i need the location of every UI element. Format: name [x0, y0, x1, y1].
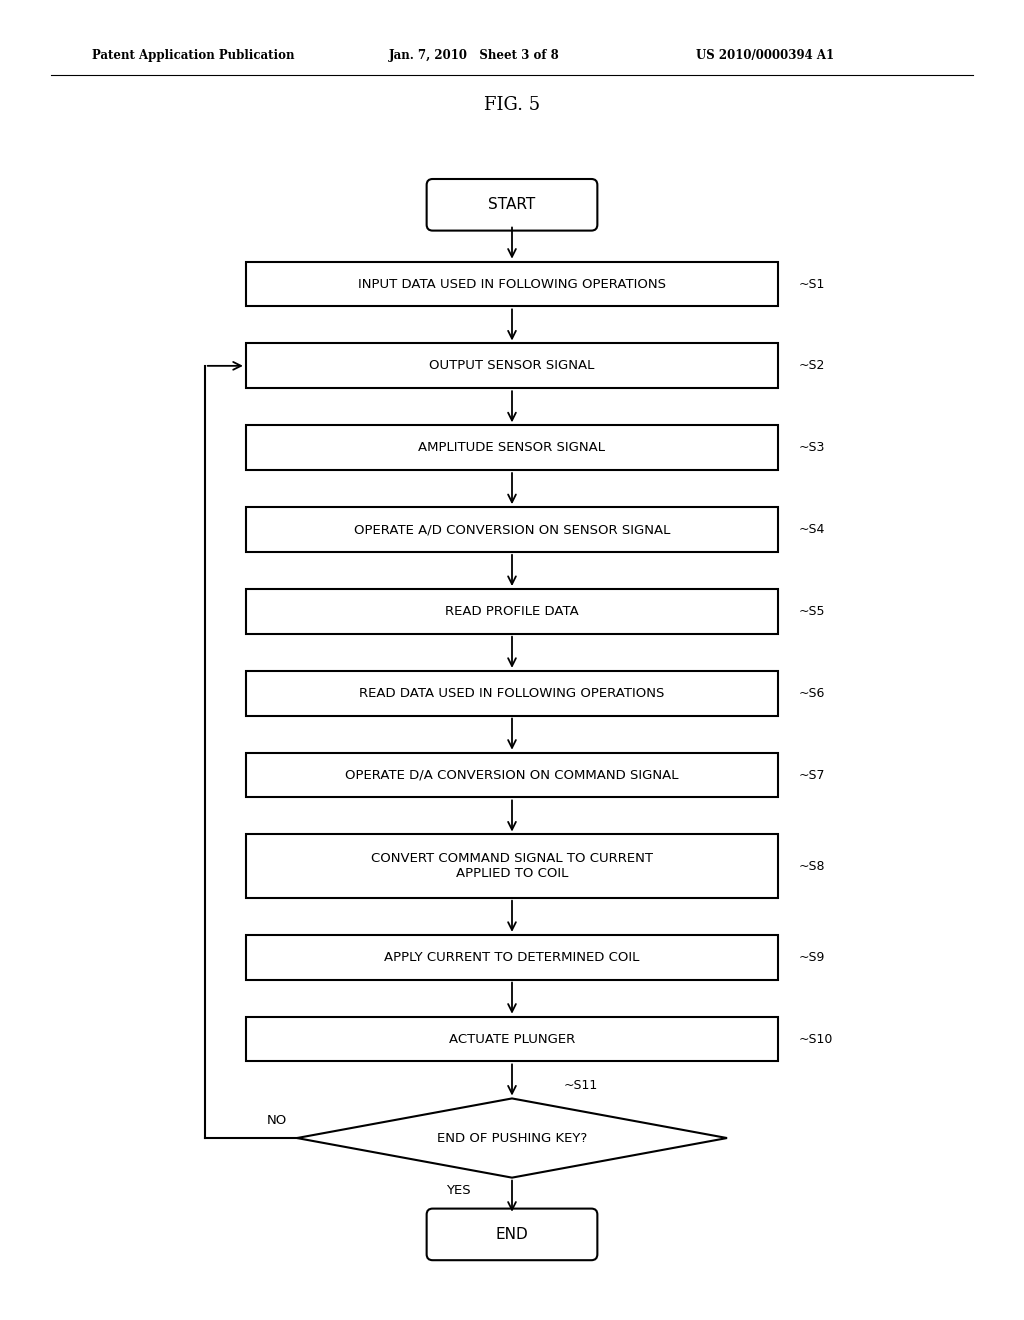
- Text: Patent Application Publication: Patent Application Publication: [92, 49, 295, 62]
- Text: OPERATE A/D CONVERSION ON SENSOR SIGNAL: OPERATE A/D CONVERSION ON SENSOR SIGNAL: [354, 523, 670, 536]
- Text: FIG. 5: FIG. 5: [484, 96, 540, 114]
- Bar: [246, 507, 778, 552]
- Bar: [246, 671, 778, 715]
- Text: US 2010/0000394 A1: US 2010/0000394 A1: [696, 49, 835, 62]
- Text: ~S2: ~S2: [799, 359, 825, 372]
- Text: OUTPUT SENSOR SIGNAL: OUTPUT SENSOR SIGNAL: [429, 359, 595, 372]
- Text: CONVERT COMMAND SIGNAL TO CURRENT
APPLIED TO COIL: CONVERT COMMAND SIGNAL TO CURRENT APPLIE…: [371, 853, 653, 880]
- Text: END: END: [496, 1226, 528, 1242]
- Text: ~S4: ~S4: [799, 523, 825, 536]
- Bar: [246, 343, 778, 388]
- Text: ~S3: ~S3: [799, 441, 825, 454]
- Text: ~S1: ~S1: [799, 277, 825, 290]
- Text: ~S9: ~S9: [799, 950, 825, 964]
- Text: ACTUATE PLUNGER: ACTUATE PLUNGER: [449, 1032, 575, 1045]
- Text: ~S10: ~S10: [799, 1032, 834, 1045]
- Text: ~S11: ~S11: [563, 1078, 597, 1092]
- Bar: [246, 425, 778, 470]
- Bar: [246, 261, 778, 306]
- Text: OPERATE D/A CONVERSION ON COMMAND SIGNAL: OPERATE D/A CONVERSION ON COMMAND SIGNAL: [345, 768, 679, 781]
- Text: YES: YES: [446, 1184, 471, 1197]
- FancyBboxPatch shape: [427, 1209, 597, 1261]
- Text: APPLY CURRENT TO DETERMINED COIL: APPLY CURRENT TO DETERMINED COIL: [384, 950, 640, 964]
- Text: INPUT DATA USED IN FOLLOWING OPERATIONS: INPUT DATA USED IN FOLLOWING OPERATIONS: [358, 277, 666, 290]
- FancyBboxPatch shape: [427, 180, 597, 231]
- Text: START: START: [488, 197, 536, 213]
- Text: ~S7: ~S7: [799, 768, 825, 781]
- Text: READ PROFILE DATA: READ PROFILE DATA: [445, 605, 579, 618]
- Polygon shape: [297, 1098, 727, 1177]
- Text: AMPLITUDE SENSOR SIGNAL: AMPLITUDE SENSOR SIGNAL: [419, 441, 605, 454]
- Bar: [246, 752, 778, 797]
- Bar: [246, 1016, 778, 1061]
- Bar: [246, 589, 778, 634]
- Text: Jan. 7, 2010   Sheet 3 of 8: Jan. 7, 2010 Sheet 3 of 8: [389, 49, 560, 62]
- Text: END OF PUSHING KEY?: END OF PUSHING KEY?: [437, 1131, 587, 1144]
- Bar: [246, 834, 778, 898]
- Text: ~S8: ~S8: [799, 859, 825, 873]
- Text: READ DATA USED IN FOLLOWING OPERATIONS: READ DATA USED IN FOLLOWING OPERATIONS: [359, 686, 665, 700]
- Bar: [246, 935, 778, 979]
- Text: ~S6: ~S6: [799, 686, 825, 700]
- Text: NO: NO: [266, 1114, 287, 1127]
- Text: ~S5: ~S5: [799, 605, 825, 618]
